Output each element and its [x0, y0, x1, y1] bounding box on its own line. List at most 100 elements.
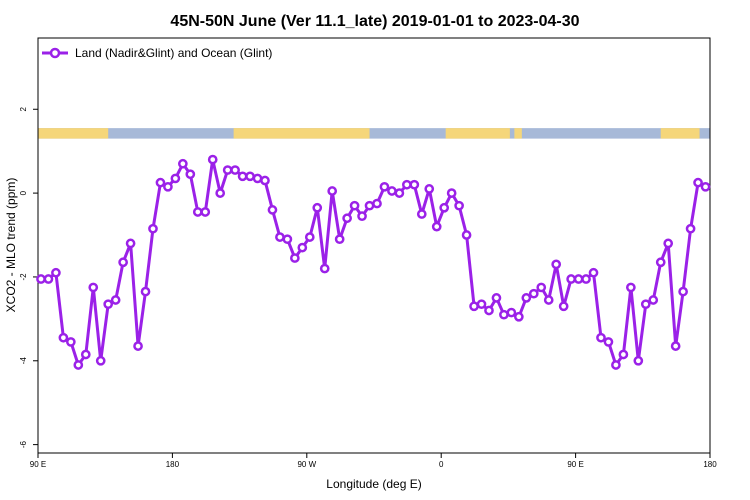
- data-point: [416, 209, 427, 219]
- x-tick-label: 0: [439, 460, 444, 469]
- data-point: [655, 257, 666, 268]
- legend-label: Land (Nadir&Glint) and Ocean (Glint): [75, 46, 272, 60]
- data-point: [402, 179, 412, 190]
- data-point: [267, 205, 278, 215]
- data-point: [685, 223, 696, 234]
- legend: Land (Nadir&Glint) and Ocean (Glint): [42, 46, 272, 60]
- data-point: [275, 232, 285, 242]
- data-point: [36, 274, 46, 284]
- data-point: [543, 295, 554, 305]
- data-point: [648, 295, 659, 305]
- data-point: [521, 293, 532, 303]
- data-point: [155, 177, 166, 188]
- data-point: [163, 181, 173, 192]
- data-point: [611, 360, 621, 370]
- data-point: [387, 186, 397, 196]
- data-point: [118, 257, 128, 268]
- x-tick-label: 90 W: [297, 460, 316, 469]
- series-line: [41, 158, 707, 367]
- data-point: [536, 282, 547, 293]
- data-point: [230, 165, 240, 175]
- data-point: [237, 171, 248, 182]
- data-point: [170, 173, 181, 184]
- data-point: [372, 198, 382, 209]
- data-point: [178, 158, 188, 169]
- data-point: [484, 305, 494, 316]
- ocean-band: [38, 128, 710, 139]
- data-point: [103, 299, 114, 310]
- legend-marker: [49, 47, 61, 59]
- data-point: [133, 341, 143, 351]
- land-ocean-band: [38, 128, 710, 139]
- data-point: [207, 154, 218, 165]
- y-tick-label: 2: [19, 106, 28, 111]
- data-point: [319, 263, 330, 274]
- data-point: [43, 274, 54, 284]
- data-point: [51, 267, 61, 278]
- data-point: [528, 288, 539, 299]
- y-tick-label: -4: [19, 357, 28, 365]
- y-tick-label: -6: [19, 441, 28, 449]
- data-point: [573, 274, 584, 284]
- data-point: [252, 173, 263, 184]
- data-point: [95, 355, 106, 366]
- data-point: [260, 175, 270, 186]
- x-axis-label: Longitude (deg E): [326, 477, 421, 491]
- data-point: [379, 181, 390, 192]
- data-point: [469, 301, 479, 312]
- data-point: [140, 286, 151, 297]
- land-segment: [233, 128, 370, 139]
- data-point: [626, 282, 636, 293]
- data-point: [431, 221, 442, 232]
- data-point: [364, 200, 375, 211]
- data-point: [192, 207, 203, 217]
- y-axis: -6 -4 -2 0 2: [19, 106, 38, 448]
- data-point: [514, 311, 524, 322]
- data-point: [66, 337, 76, 347]
- data-point: [640, 299, 651, 310]
- data-point: [566, 274, 576, 284]
- data-point: [581, 274, 591, 284]
- data-point: [409, 179, 420, 190]
- data-point: [424, 184, 435, 194]
- data-point: [304, 232, 315, 242]
- data-point: [80, 349, 91, 360]
- data-point: [633, 355, 644, 366]
- land-segment: [514, 128, 522, 139]
- land-segment: [445, 128, 510, 139]
- data-point: [312, 202, 323, 213]
- data-point: [200, 207, 211, 217]
- data-point: [603, 337, 614, 347]
- data-point: [327, 186, 338, 196]
- data-point: [148, 223, 158, 234]
- y-tick-label: -2: [19, 273, 28, 281]
- data-point: [506, 307, 517, 318]
- data-point: [663, 238, 674, 249]
- land-segment: [38, 128, 109, 139]
- x-tick-label: 90 E: [567, 460, 583, 469]
- data-point: [461, 230, 472, 240]
- data-point: [342, 213, 352, 224]
- data-point: [125, 238, 136, 249]
- data-point: [491, 293, 502, 303]
- land-segment: [660, 128, 700, 139]
- data-point: [88, 282, 99, 293]
- x-tick-label: 180: [703, 460, 717, 469]
- data-point: [670, 341, 681, 351]
- data-point: [439, 202, 450, 213]
- x-axis: 90 E 180 90 W 0 90 E 180: [30, 453, 717, 469]
- data-point: [349, 200, 360, 211]
- data-point: [185, 169, 196, 180]
- data-point: [700, 181, 711, 192]
- data-point: [454, 200, 464, 211]
- data-point: [499, 309, 509, 320]
- data-point: [476, 299, 487, 310]
- data-point: [693, 177, 703, 188]
- data-point: [110, 295, 121, 305]
- data-point: [618, 349, 629, 360]
- series-layer: [36, 154, 711, 370]
- x-tick-label: 90 E: [30, 460, 46, 469]
- data-point: [558, 301, 569, 312]
- data-point: [334, 234, 345, 245]
